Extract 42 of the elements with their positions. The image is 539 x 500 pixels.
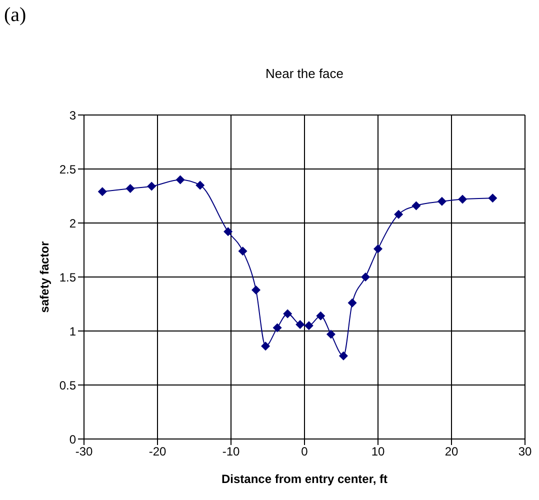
- x-tick-label: 10: [371, 444, 385, 459]
- y-tick-label: 0: [69, 432, 76, 446]
- point: [394, 210, 404, 219]
- point: [283, 309, 292, 318]
- point: [458, 194, 468, 204]
- point: [348, 298, 357, 308]
- y-axis-title: safety factor: [37, 240, 52, 313]
- point: [126, 184, 135, 193]
- y-tick-label: 1: [69, 324, 76, 338]
- point: [488, 194, 498, 203]
- x-tick-label: 20: [444, 444, 458, 459]
- y-tick-label: 1.5: [59, 270, 76, 284]
- point: [196, 180, 205, 190]
- x-tick-label: -30: [75, 444, 93, 459]
- point: [304, 321, 314, 330]
- point: [316, 311, 326, 320]
- point: [437, 196, 446, 206]
- y-tick-label: 2.5: [59, 162, 76, 176]
- chart-title: Near the face: [264, 66, 345, 81]
- x-axis-title: Distance from entry center, ft: [221, 472, 388, 486]
- point: [361, 272, 370, 282]
- point: [176, 175, 185, 184]
- point: [238, 246, 248, 256]
- x-tick-label: -10: [222, 444, 240, 459]
- point: [98, 187, 107, 196]
- point: [296, 320, 305, 330]
- y-tick-label: 0.5: [59, 378, 76, 392]
- point: [251, 285, 260, 294]
- point: [374, 244, 382, 254]
- point: [272, 323, 282, 332]
- point: [147, 182, 156, 191]
- point: [261, 342, 270, 351]
- x-tick-label: 0: [301, 444, 308, 459]
- text: (a): [4, 4, 26, 27]
- point: [326, 330, 336, 339]
- y-tick-label: 2: [69, 216, 76, 230]
- x-tick-label: 30: [518, 444, 532, 459]
- x-tick-label: -20: [148, 444, 166, 459]
- point: [224, 227, 233, 236]
- point: [412, 201, 421, 210]
- y-tick-label: 3: [69, 108, 76, 122]
- point: [338, 351, 348, 360]
